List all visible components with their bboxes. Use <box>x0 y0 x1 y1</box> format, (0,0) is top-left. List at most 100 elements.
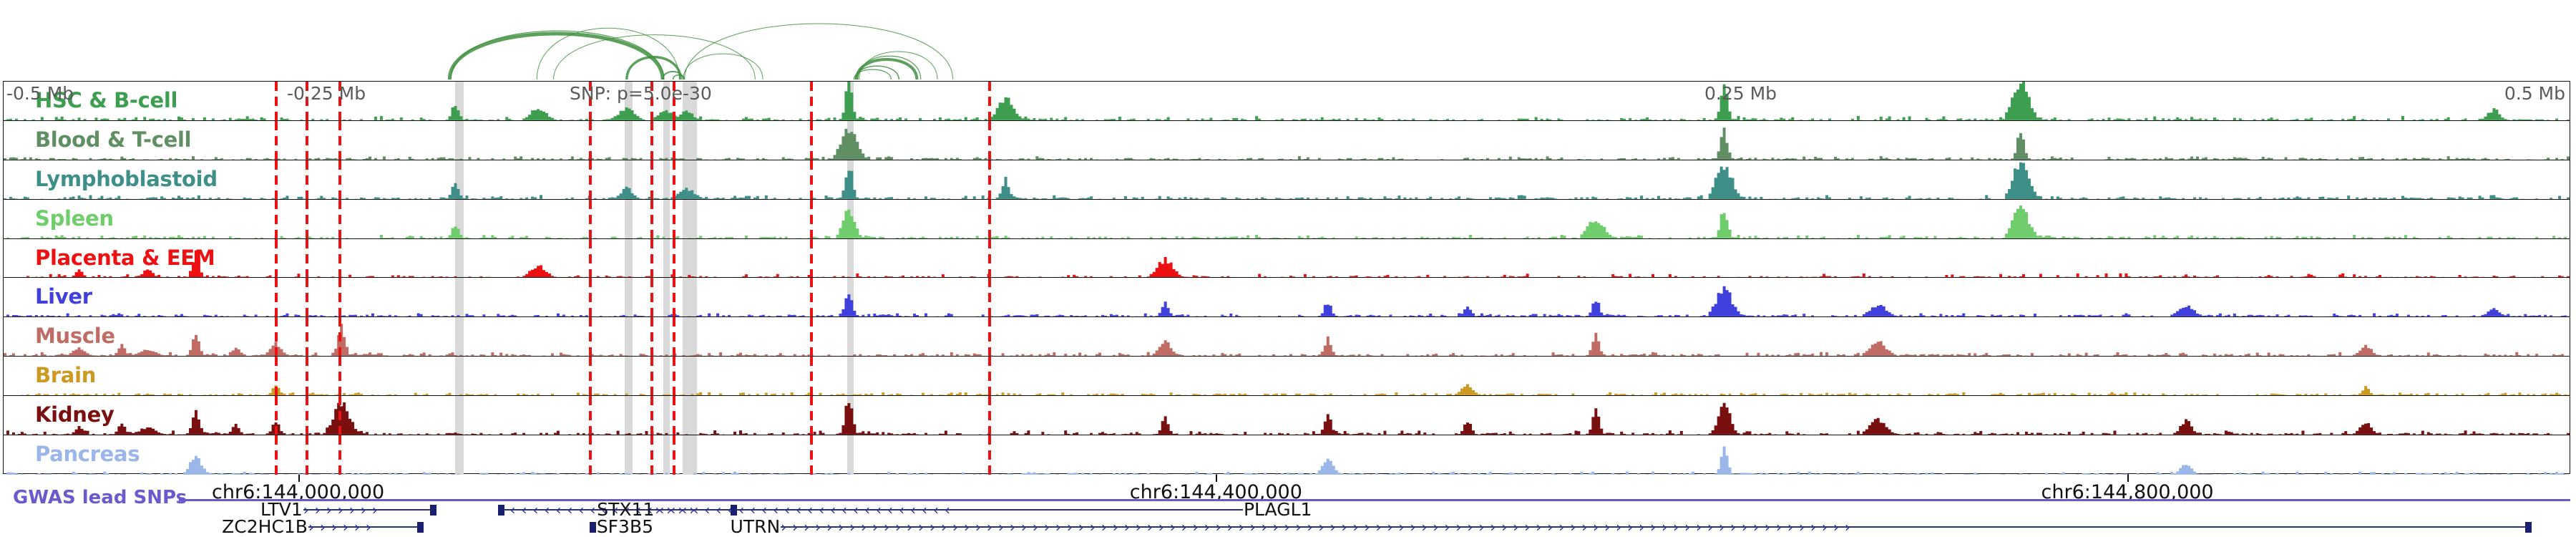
track-label-muscle: Muscle <box>35 324 115 349</box>
gene-annotation-track: › › › › › › › LTV1 ‹ ‹ ‹ ‹ ‹ ‹ ‹ ‹ ‹ ‹ ‹ … <box>3 500 2570 537</box>
snp-marker-line <box>589 435 592 475</box>
signal-track-lymphoblastoid: Lymphoblastoid <box>4 160 2570 200</box>
gene-utrn[interactable]: › › › › › › › › › › › › › › › › › › › › … <box>731 518 2532 536</box>
track-label-spleen: Spleen <box>35 205 114 231</box>
snp-marker-line <box>305 396 308 435</box>
gene-exon-block <box>2525 522 2532 533</box>
highlight-band <box>847 435 854 475</box>
snp-marker-line <box>589 317 592 357</box>
gene-label-ltv1: LTV1 <box>260 499 303 520</box>
snp-marker-line <box>672 120 675 160</box>
scale-label-mid-left: -0.25 Mb <box>287 83 366 104</box>
signal-profile <box>4 384 2570 396</box>
snp-marker-line <box>589 199 592 238</box>
snp-marker-line <box>589 357 592 396</box>
axis-tick <box>2127 474 2129 482</box>
snp-marker-line <box>589 238 592 278</box>
snp-marker-line <box>589 82 592 120</box>
highlight-band <box>691 199 698 238</box>
track-label-placenta-eem: Placenta & EEM <box>35 245 215 270</box>
snp-marker-line <box>305 238 308 278</box>
signal-profile <box>4 205 2570 238</box>
gene-label-sf3b5: SF3B5 <box>596 516 654 537</box>
snp-marker-line <box>987 278 991 317</box>
highlight-band <box>455 396 464 435</box>
chromatin-loop-arc <box>684 23 954 80</box>
gene-exon-block <box>589 522 596 533</box>
highlight-band <box>663 357 670 396</box>
scale-label-right: 0.5 Mb <box>2504 83 2565 104</box>
signal-track-liver: Liver <box>4 278 2570 318</box>
highlight-band <box>683 435 693 475</box>
snp-marker-line <box>650 199 654 238</box>
gene-sf3b5[interactable]: SF3B5 <box>589 518 653 536</box>
chromatin-loop-arc <box>853 69 892 80</box>
gene-zc2hc1b[interactable]: › › › › › › ZC2HC1B <box>222 518 424 536</box>
highlight-band <box>455 82 464 120</box>
scale-label-mid-right: 0.25 Mb <box>1704 83 1777 104</box>
snp-marker-line <box>672 278 675 317</box>
chromatin-loop-arc <box>857 55 922 80</box>
snp-marker-line <box>274 396 278 435</box>
gene-exon-block <box>417 522 424 533</box>
snp-marker-line <box>589 160 592 199</box>
snp-marker-line <box>987 435 991 475</box>
chromatin-loop-arc <box>536 27 680 80</box>
highlight-band <box>455 160 464 199</box>
highlight-band <box>625 160 633 199</box>
gene-stx11[interactable]: › › › › STX11 <box>597 500 738 519</box>
highlight-band <box>663 396 670 435</box>
chromatin-loop-arc <box>553 34 756 80</box>
snp-pvalue-annotation: SNP: p=5.0e-30 <box>570 83 712 104</box>
gene-strand-arrows: › › › › › › <box>308 518 377 536</box>
snp-marker-line <box>809 357 813 396</box>
snp-marker-line <box>672 357 675 396</box>
signal-profile <box>4 82 2570 120</box>
gene-ltv1[interactable]: › › › › › › › LTV1 <box>260 500 437 519</box>
signal-track-stack: -0.5 Mb -0.25 Mb SNP: p=5.0e-30 0.25 Mb 0.5 … <box>3 81 2570 475</box>
signal-track-placenta-eem: Placenta & EEM <box>4 238 2570 279</box>
highlight-band <box>625 120 633 160</box>
snp-marker-line <box>809 278 813 317</box>
snp-marker-line <box>589 120 592 160</box>
gwas-lead-snps-label: GWAS lead SNPs <box>13 487 187 508</box>
snp-marker-line <box>305 435 308 475</box>
snp-marker-line <box>650 238 654 278</box>
highlight-band <box>683 396 693 435</box>
signal-profile <box>4 250 2570 278</box>
snp-marker-line <box>589 396 592 435</box>
snp-marker-line <box>274 435 278 475</box>
snp-marker-line <box>274 357 278 396</box>
snp-marker-line <box>338 396 342 435</box>
highlight-band <box>691 120 698 160</box>
highlight-band <box>847 357 854 396</box>
highlight-band <box>625 199 633 238</box>
signal-profile <box>4 446 2570 475</box>
signal-profile <box>4 286 2570 317</box>
snp-marker-line <box>672 396 675 435</box>
track-label-liver: Liver <box>35 284 92 309</box>
signal-profile <box>4 402 2570 435</box>
snp-marker-line <box>338 120 342 160</box>
highlight-band <box>663 120 670 160</box>
snp-marker-line <box>650 120 654 160</box>
signal-profile <box>4 127 2570 160</box>
snp-marker-line <box>672 82 675 120</box>
highlight-band <box>683 199 693 238</box>
snp-marker-line <box>274 278 278 317</box>
snp-marker-line <box>672 317 675 357</box>
highlight-band <box>683 82 693 120</box>
snp-marker-line <box>338 199 342 238</box>
chromatin-loop-arc-panel <box>0 0 2576 81</box>
snp-marker-line <box>589 278 592 317</box>
snp-marker-line <box>672 199 675 238</box>
snp-marker-line <box>305 278 308 317</box>
gene-exon-block <box>430 505 437 516</box>
snp-marker-line <box>650 278 654 317</box>
highlight-band <box>455 238 464 278</box>
gene-exon-block <box>498 505 505 516</box>
snp-marker-line <box>305 82 308 120</box>
snp-marker-line <box>274 160 278 199</box>
highlight-band <box>663 278 670 317</box>
highlight-band <box>691 160 698 199</box>
